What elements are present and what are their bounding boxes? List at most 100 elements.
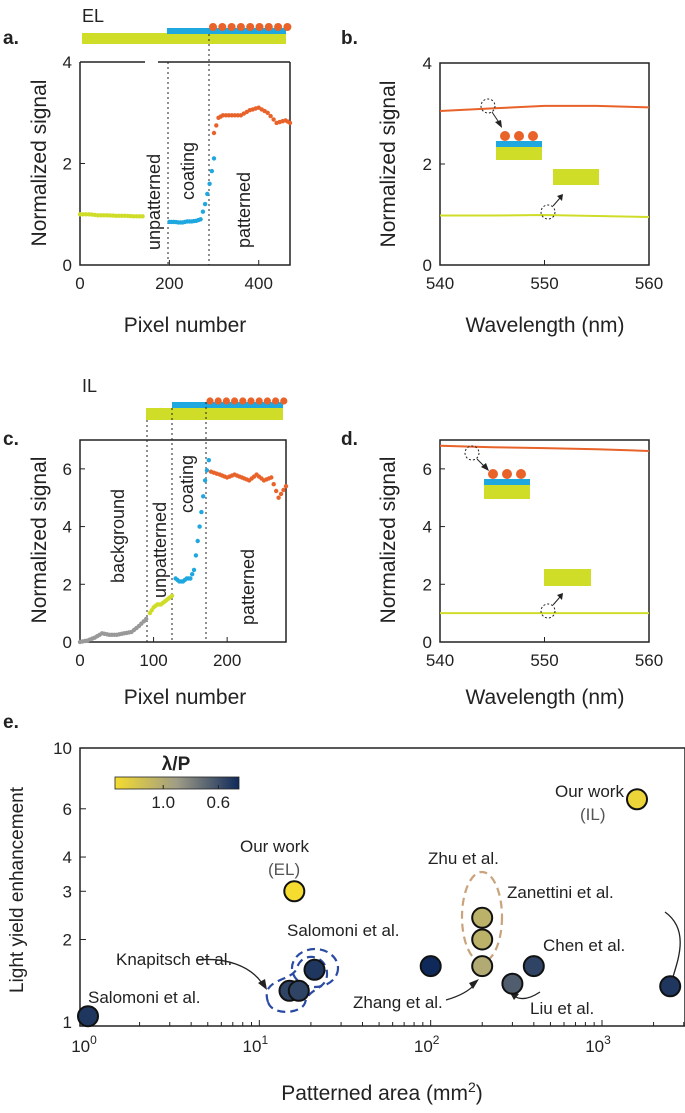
pattern-dots [209,23,292,31]
series-line-unpatterned [440,213,650,218]
pattern-dot [255,23,264,31]
pattern-dot [283,23,292,31]
data-point [283,880,306,903]
pattern-dot [206,397,214,405]
data-point-coating [205,191,210,197]
panel-d-ylabel: Normalized signal [377,457,400,624]
data-point [419,955,442,978]
inset-dot [516,469,526,479]
colorbar-tick-label: 0.6 [207,793,231,812]
inset-substrate [496,146,542,160]
y-tick-label: 4 [423,518,432,537]
callout-arrow [552,197,561,207]
x-tick-label: 540 [426,274,454,293]
knapitsch-group-outline [265,955,329,1013]
zhang-leader [445,983,476,1001]
panel-a: a. EL 0 200 400 0 2 4 unpatterned coating pat… [3,6,293,337]
x-tick-label: 200 [155,274,183,293]
panel-c-xlabel: Pixel number [124,686,247,709]
y-tick-label: 2 [423,575,432,594]
x-tick-label: 101 [243,1033,269,1056]
coating-layer [172,402,283,408]
x-tick-label: 560 [635,651,663,670]
y-tick-label: 0 [63,256,72,275]
panel-e-xlabel: Patterned area (mm2) [281,1079,483,1105]
pattern-dot [239,397,247,405]
data-point-patterned [274,488,279,494]
pattern-dot [227,23,236,31]
panel-e-label: e. [3,712,19,733]
y-tick-label: 3 [63,882,72,901]
data-point-patterned [269,475,274,480]
inset-substrate [484,484,530,499]
panel-a-ylabel: Normalized signal [28,80,51,247]
inset-dot [502,469,512,479]
y-tick-label: 6 [423,460,432,479]
data-point [626,788,648,811]
data-point [501,972,524,995]
pattern-dot [214,397,222,405]
y-tick-label: 1 [63,1013,72,1032]
annotation-our-work-el: Our work [240,837,309,856]
x-tick-label: 100 [71,1033,97,1056]
region-label-patterned: patterned [238,549,258,625]
pattern-dot [272,397,280,405]
inset-dot [488,469,498,479]
region-label-unpatterned: unpatterned [150,502,170,598]
y-tick-label: 2 [63,931,72,950]
panel-b-axes [439,62,650,266]
data-point-coating [197,524,202,529]
data-point [522,955,545,978]
annotation-salomoni-1: Salomoni et al. [88,988,200,1007]
pattern-dot [264,23,273,31]
callout-arrow [552,596,561,606]
data-point-patterned [271,117,276,122]
inset-coating [496,141,542,147]
region-label-patterned: patterned [234,172,254,248]
data-point-patterned [281,487,286,493]
inset-coating [484,479,530,485]
y-tick-label: 0 [423,256,432,275]
panel-e-ylabel: Light yield enhancement [7,786,28,993]
annotation-zhu: Zhu et al. [428,849,499,868]
annotation-il: (IL) [580,805,606,824]
data-point [287,979,310,1002]
panel-b-ylabel: Normalized signal [377,81,400,248]
data-point-coating [201,494,206,499]
data-point [471,928,494,951]
data-point-coating [204,468,210,473]
pattern-dot [231,397,239,405]
data-point-coating [198,217,203,222]
annotation-salomoni-2: Salomoni et al. [287,921,399,940]
x-tick-label: 0 [75,651,84,670]
callout-circle [540,204,556,220]
region-label-coating: coating [178,142,198,200]
data-point-unpatterned [140,214,145,219]
pattern-dot [222,397,230,405]
data-point [303,958,326,981]
panel-d-label: d. [341,429,358,450]
y-tick-label: 6 [63,460,72,479]
pattern-dot [274,23,283,31]
panel-c: c. IL 0 100 200 0 2 4 6 background unpatterned… [3,376,289,709]
data-point-coating [202,478,208,483]
y-tick-label: 6 [63,800,72,819]
arrow-head [469,979,479,989]
inset-dot [500,131,510,141]
inset-dot [514,131,524,141]
data-point-patterned [211,130,217,136]
data-point-coating [195,538,200,544]
panel-c-axes [79,439,287,643]
data-point-patterned [276,495,281,500]
x-tick-label: 550 [530,274,558,293]
y-tick-label: 0 [63,633,72,652]
substrate-bar [146,408,283,420]
data-point [471,955,494,978]
x-tick-label: 400 [245,274,273,293]
data-point-patterned [265,110,270,116]
pattern-dot [236,23,245,31]
pattern-dot [263,397,271,405]
data-point-patterned [271,482,276,487]
series-line-patterned [439,104,650,112]
data-point-coating [200,209,206,214]
